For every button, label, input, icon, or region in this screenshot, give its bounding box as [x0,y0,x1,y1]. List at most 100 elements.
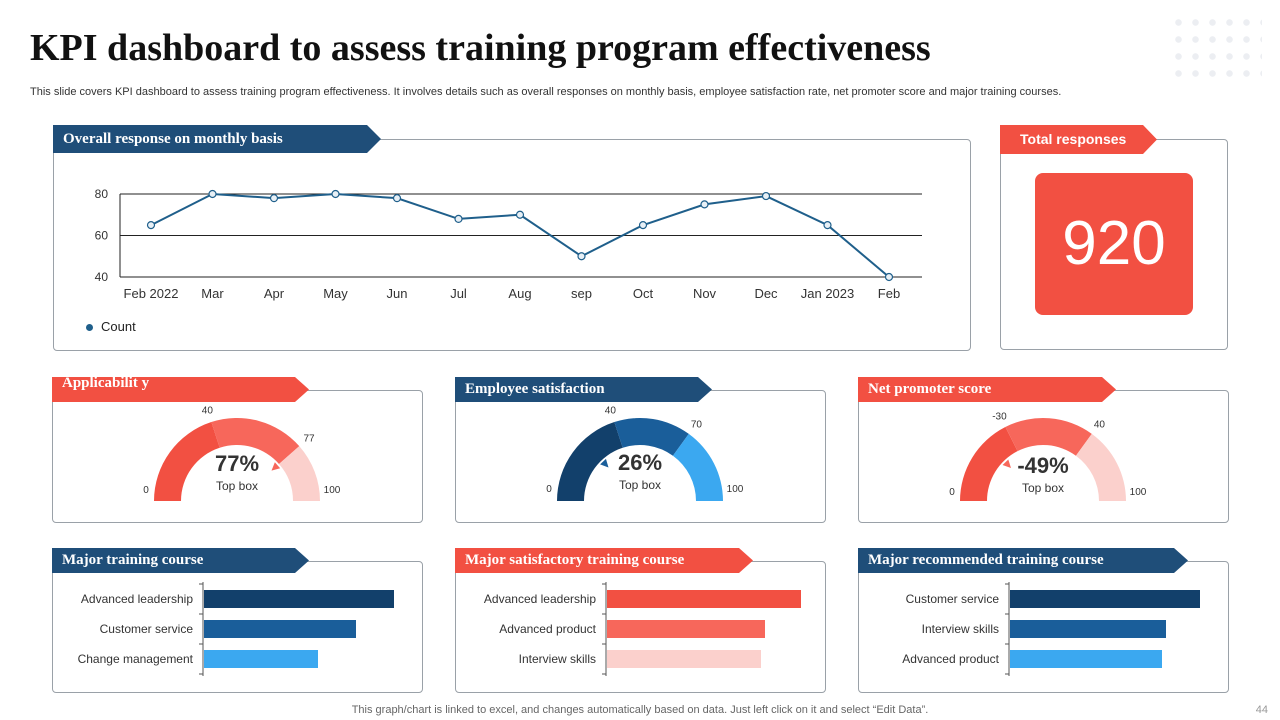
bar [1010,620,1166,638]
bar-category-label: Advanced product [902,652,999,666]
applicability-panel: 40 77 0 100 77% Top box [52,390,423,523]
gauge-sublabel: Top box [619,478,661,492]
bar-category-label: Advanced leadership [484,592,596,606]
major-training-bar-chart: Advanced leadership Customer service Chang… [78,582,394,676]
major-satisfactory-bar-chart: Advanced leadership Advanced product Inter… [484,582,801,676]
gauge-band [154,422,220,501]
gauge-threshold-label: 40 [605,406,617,417]
legend-label: Count [101,319,136,334]
bar [1010,650,1162,668]
total-responses-title: Total responses [1000,125,1157,154]
bar [607,620,765,638]
gauge-min-label: 0 [143,485,149,496]
x-tick-label: Aug [508,286,531,301]
gauge-min-label: 0 [949,487,955,498]
x-tick-label: Apr [264,286,285,301]
major-satisfactory-title: Major satisfactory training course [455,548,753,573]
data-point [638,221,648,230]
bar [607,590,801,608]
major-training-title: Major training course [52,548,309,573]
gauge-max-label: 100 [324,485,341,496]
x-tick-label: sep [571,286,592,301]
gauge-marker [600,458,609,468]
net-promoter-title: Net promoter score [858,377,1116,402]
data-point [454,214,463,224]
bar-category-label: Customer service [100,622,194,636]
employee-satisfaction-gauge: 40 70 0 100 26% Top box [546,406,744,501]
x-tick-label: Feb 2022 [124,286,179,301]
gauge-band [211,418,300,464]
gauge-max-label: 100 [727,484,744,495]
gauge-value: 26% [618,450,662,475]
monthly-response-panel: 40 60 80 Feb 2022 Mar Apr May Jun Jul Aug sep Oct No… [53,139,971,351]
gauge-band [1005,418,1092,456]
data-point [823,221,832,230]
x-tick-label: Jan 2023 [801,286,855,301]
gauge-min-label: 0 [546,484,552,495]
data-point [208,189,217,199]
bar [204,620,356,638]
major-training-panel: Advanced leadership Customer service Chang… [52,561,423,693]
gauge-band [672,433,723,501]
bar-category-label: Interview skills [922,622,999,636]
applicability-title: Applicabilit y [52,377,309,402]
x-tick-label: Dec [754,286,778,301]
x-tick-label: Oct [633,286,654,301]
footer-note: This graph/chart is linked to excel, and… [351,704,929,716]
total-responses-panel: 920 [1000,139,1228,350]
data-point [884,272,894,282]
gauge-value: 77% [215,451,259,476]
gauge-threshold-label: 77 [303,434,315,445]
applicability-gauge: 40 77 0 100 77% Top box [143,406,341,501]
data-point [146,221,156,230]
bar [204,650,318,668]
gauge-sublabel: Top box [216,479,258,493]
gauge-band [1075,433,1126,501]
gauge-threshold-label: 70 [691,419,703,430]
bar [607,650,761,668]
y-tick-label: 60 [95,229,109,243]
gauge-band [279,446,320,501]
gauge-band [557,422,623,501]
data-point [761,191,771,201]
x-tick-label: Jul [450,286,467,301]
gauge-threshold-label: -30 [992,411,1007,422]
data-point [392,194,402,203]
employee-satisfaction-panel: 40 70 0 100 26% Top box [455,390,826,523]
page-number: 44 [1255,704,1268,716]
page-title: KPI dashboard to assess training program… [30,27,931,69]
monthly-line-chart: 40 60 80 Feb 2022 Mar Apr May Jun Jul Aug sep Oct No… [95,187,922,301]
y-tick-label: 40 [95,270,109,284]
major-satisfactory-panel: Advanced leadership Advanced product Inter… [455,561,826,693]
decorative-dot-grid [1170,14,1262,80]
bar [204,590,394,608]
net-promoter-gauge: -30 40 0 100 -49% Top box [949,411,1147,501]
gauge-value: -49% [1017,453,1068,478]
major-recommended-title: Major recommended training course [858,548,1188,573]
data-point [700,200,709,209]
total-responses-value: 920 [1035,173,1193,315]
chart-legend: Count [86,319,136,334]
gauge-band [960,427,1018,501]
x-tick-label: Jun [387,286,408,301]
gauge-threshold-label: 40 [202,406,214,417]
data-point [331,189,340,199]
gauge-max-label: 100 [1130,487,1147,498]
x-tick-label: Feb [878,286,900,301]
legend-marker [86,324,93,332]
page-subtitle: This slide covers KPI dashboard to asses… [30,86,1062,98]
gauge-marker [1002,459,1011,468]
data-point [515,210,525,219]
bar-category-label: Advanced leadership [81,592,193,606]
gauge-threshold-label: 40 [1094,419,1106,430]
x-tick-label: Nov [693,286,717,301]
employee-satisfaction-title: Employee satisfaction [455,377,712,402]
gauge-marker [271,462,281,471]
bar-category-label: Advanced product [499,622,596,636]
data-point [269,194,279,203]
bar-category-label: Customer service [906,592,1000,606]
data-point [577,252,586,261]
y-tick-label: 80 [95,187,109,201]
monthly-response-title: Overall response on monthly basis [53,125,381,153]
bar-category-label: Change management [78,652,194,666]
